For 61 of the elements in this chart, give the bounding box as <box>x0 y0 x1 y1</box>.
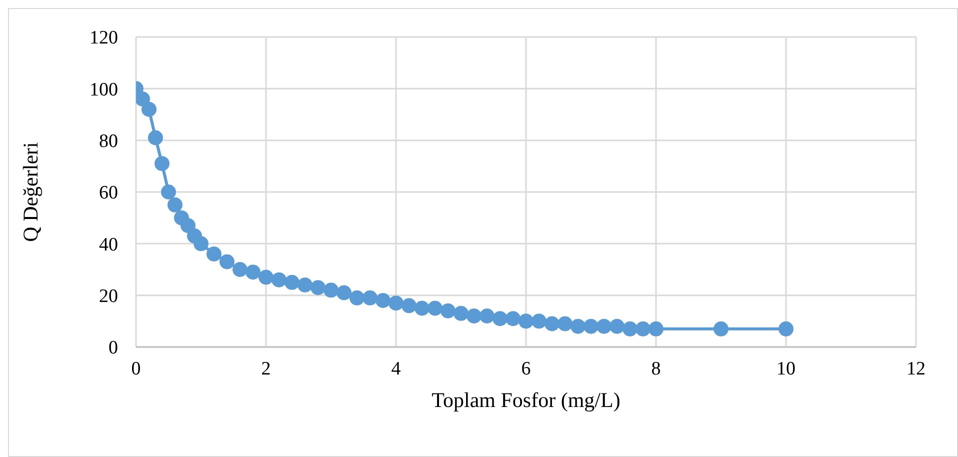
point <box>161 184 176 200</box>
point <box>336 285 352 300</box>
point <box>136 92 150 106</box>
x-tick-label: 0 <box>131 358 141 380</box>
point <box>148 130 163 146</box>
point <box>506 311 520 326</box>
x-axis-title: Toplam Fosfor (mg/L) <box>432 388 620 412</box>
y-tick-label: 20 <box>99 286 118 308</box>
y-tick-label: 60 <box>99 182 118 204</box>
point <box>440 303 456 318</box>
point <box>532 314 546 329</box>
point <box>596 318 612 334</box>
x-tick-label: 10 <box>776 358 796 380</box>
x-tick-label: 2 <box>261 358 271 380</box>
point <box>402 298 416 314</box>
point <box>544 316 560 332</box>
point <box>610 318 624 334</box>
point <box>154 156 170 172</box>
point <box>220 254 234 270</box>
point <box>298 278 312 292</box>
y-axis-title: Q Değerleri <box>18 142 42 242</box>
point <box>454 306 468 321</box>
x-tick-label: 8 <box>651 358 661 380</box>
point <box>492 311 508 326</box>
point <box>206 246 222 262</box>
point <box>714 321 728 336</box>
point <box>246 264 260 280</box>
point <box>284 274 300 290</box>
point <box>142 102 156 117</box>
point <box>272 272 286 288</box>
y-tick-label: 100 <box>90 79 118 100</box>
point <box>194 236 208 252</box>
point <box>636 321 650 336</box>
y-tick-label: 120 <box>90 28 118 49</box>
point <box>428 300 442 316</box>
x-tick-label: 4 <box>391 358 402 380</box>
y-tick-label: 0 <box>108 338 118 359</box>
point <box>518 314 534 329</box>
point <box>622 321 638 336</box>
point <box>466 308 482 324</box>
point <box>778 321 794 336</box>
point <box>414 300 430 316</box>
point <box>388 296 404 311</box>
point <box>324 282 338 298</box>
point <box>168 197 182 212</box>
point <box>232 262 248 277</box>
point <box>350 290 364 306</box>
point <box>480 308 494 324</box>
y-tick-label: 40 <box>99 234 118 256</box>
point <box>180 218 196 234</box>
point <box>648 321 664 336</box>
point <box>376 293 390 308</box>
point <box>570 318 586 334</box>
point <box>584 318 598 334</box>
x-tick-label: 6 <box>521 358 531 380</box>
point <box>310 280 326 296</box>
y-tick-label: 80 <box>99 131 118 152</box>
point <box>362 290 378 306</box>
point <box>558 316 572 332</box>
x-tick-label: 12 <box>906 358 926 380</box>
point <box>258 270 274 285</box>
